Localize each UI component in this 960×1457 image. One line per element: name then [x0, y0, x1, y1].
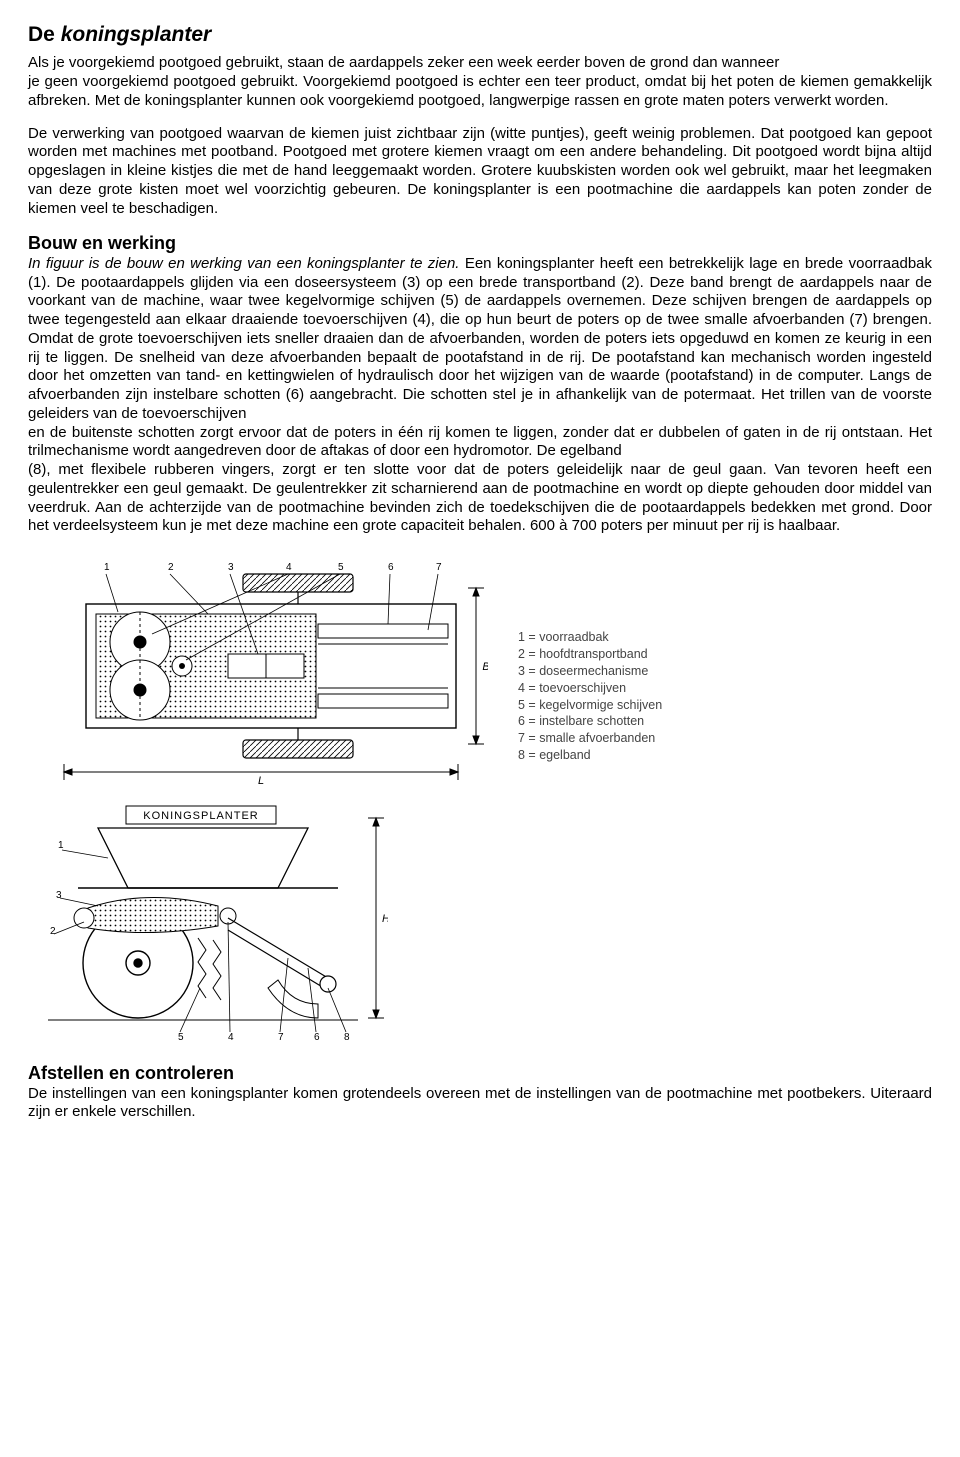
title-prefix: De	[28, 23, 61, 46]
para-bouw-italic: In figuur is de bouw en werking van een …	[28, 255, 459, 272]
intro-para-rest: je geen voorgekiemd pootgoed gebruikt. V…	[28, 73, 932, 111]
legend-item: 1 = voorraadbak	[518, 629, 662, 646]
side-callout: 4	[228, 1032, 234, 1043]
para-bouw-3: (8), met flexibele rubberen vingers, zor…	[28, 461, 932, 536]
intro-para-line1: Als je voorgekiemd pootgoed gebruikt, st…	[28, 54, 932, 73]
diagram-label: KONINGSPLANTER	[143, 810, 258, 822]
side-callout: 1	[58, 840, 64, 851]
figure-legend: 1 = voorraadbak 2 = hoofdtransportband 3…	[518, 629, 662, 784]
legend-item: 2 = hoofdtransportband	[518, 646, 662, 663]
callout-7: 7	[436, 562, 442, 573]
side-callout: 8	[344, 1032, 350, 1043]
figure-block: L B	[28, 554, 932, 1048]
dim-label-h: H	[382, 913, 388, 925]
heading-bouw: Bouw en werking	[28, 232, 932, 255]
callout-2: 2	[168, 562, 174, 573]
callout-4: 4	[286, 562, 292, 573]
dim-label-l: L	[258, 775, 264, 784]
legend-item: 8 = egelband	[518, 747, 662, 764]
para-bouw-rest: Een koningsplanter heeft een betrekkelij…	[28, 255, 932, 422]
callout-3: 3	[228, 562, 234, 573]
heading-afstellen: Afstellen en controleren	[28, 1062, 932, 1085]
side-callout: 7	[278, 1032, 284, 1043]
callout-1: 1	[104, 562, 110, 573]
side-callout: 6	[314, 1032, 320, 1043]
para-processing: De verwerking van pootgoed waarvan de ki…	[28, 125, 932, 219]
para-bouw-2: en de buitenste schotten zorgt ervoor da…	[28, 424, 932, 462]
diagram-top-view: L B	[28, 554, 488, 784]
legend-item: 3 = doseermechanisme	[518, 663, 662, 680]
dim-label-b: B	[482, 661, 488, 673]
page-title: De koningsplanter	[28, 22, 932, 48]
side-callout: 3	[56, 890, 62, 901]
legend-item: 5 = kegelvormige schijven	[518, 697, 662, 714]
legend-item: 4 = toevoerschijven	[518, 680, 662, 697]
side-callout: 2	[50, 926, 56, 937]
title-italic: koningsplanter	[61, 23, 212, 46]
para-bouw-1: In figuur is de bouw en werking van een …	[28, 255, 932, 424]
side-callout: 5	[178, 1032, 184, 1043]
callout-6: 6	[388, 562, 394, 573]
callout-5: 5	[338, 562, 344, 573]
legend-item: 7 = smalle afvoerbanden	[518, 730, 662, 747]
legend-item: 6 = instelbare schotten	[518, 713, 662, 730]
diagram-side-view: H KONINGSPLANTER	[28, 788, 388, 1048]
para-afstellen: De instellingen van een koningsplanter k…	[28, 1085, 932, 1123]
